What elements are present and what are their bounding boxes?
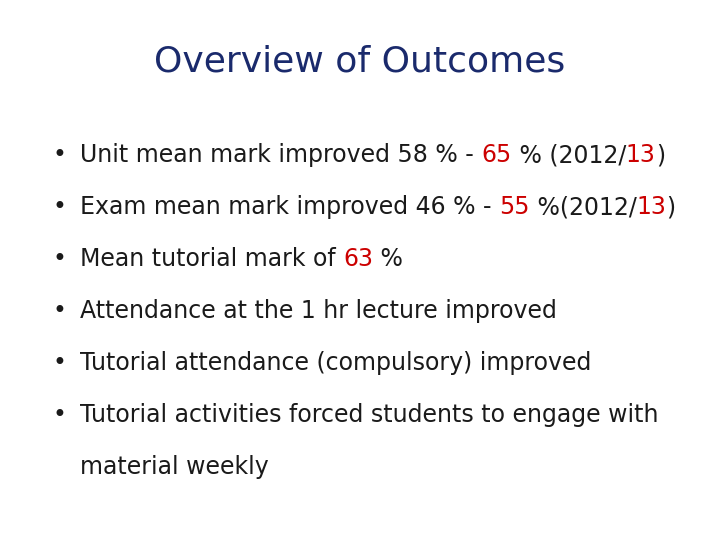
Text: 13: 13 [636,195,666,219]
Text: •: • [52,351,66,375]
Text: 13: 13 [626,143,656,167]
Text: Attendance at the 1 hr lecture improved: Attendance at the 1 hr lecture improved [80,299,557,323]
Text: •: • [52,195,66,219]
Text: %(2012/: %(2012/ [529,195,636,219]
Text: Mean tutorial mark of: Mean tutorial mark of [80,247,343,271]
Text: •: • [52,143,66,167]
Text: % (2012/: % (2012/ [511,143,626,167]
Text: •: • [52,403,66,427]
Text: 55: 55 [499,195,529,219]
Text: Tutorial activities forced students to engage with: Tutorial activities forced students to e… [80,403,659,427]
Text: •: • [52,299,66,323]
Text: Overview of Outcomes: Overview of Outcomes [154,45,566,79]
Text: Tutorial attendance (compulsory) improved: Tutorial attendance (compulsory) improve… [80,351,591,375]
Text: ): ) [656,143,665,167]
Text: ): ) [666,195,675,219]
Text: %: % [373,247,403,271]
Text: 63: 63 [343,247,373,271]
Text: Unit mean mark improved 58 % -: Unit mean mark improved 58 % - [80,143,481,167]
Text: •: • [52,247,66,271]
Text: 65: 65 [481,143,511,167]
Text: Exam mean mark improved 46 % -: Exam mean mark improved 46 % - [80,195,499,219]
Text: material weekly: material weekly [80,455,269,479]
